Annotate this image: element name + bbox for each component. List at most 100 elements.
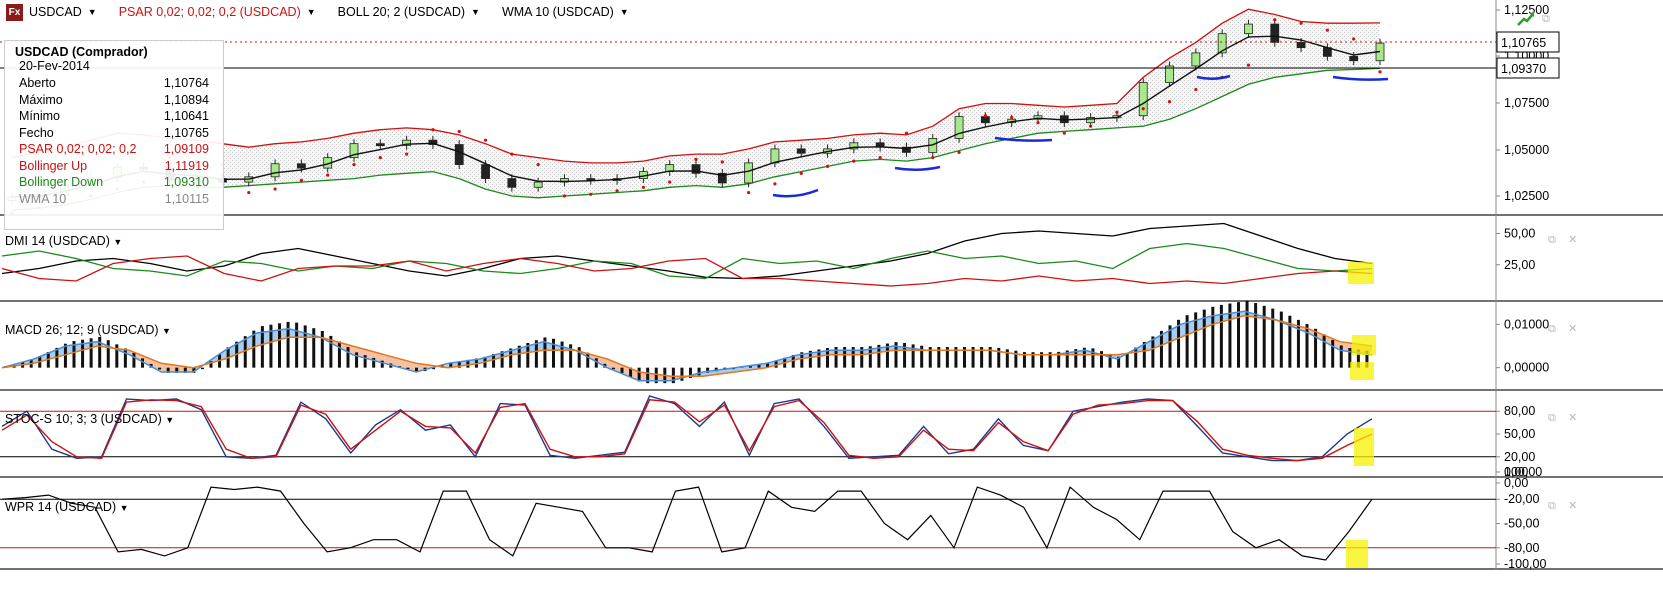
macd-histogram-bar [1074, 349, 1078, 368]
info-row: Bollinger Down 1,09310 [5, 174, 223, 191]
bearish-candle [375, 143, 385, 147]
macd-histogram-bar [843, 347, 847, 368]
indicator-wma-label: WMA 10 (USDCAD) [501, 5, 614, 19]
stoch-close-icon[interactable]: ✕ [1568, 412, 1578, 424]
macd-histogram-bar [1100, 351, 1103, 368]
wpr-panel-title[interactable]: WPR 14 (USDCAD) ▼ [5, 500, 129, 514]
info-row-value: 1,10764 [163, 76, 209, 90]
macd-histogram-bar [620, 367, 624, 374]
info-title: USDCAD (Comprador) [15, 45, 148, 59]
chevron-down-icon: ▼ [162, 326, 171, 336]
axis-label: 20,00 [1504, 450, 1535, 464]
info-row-label: Aberto [19, 76, 56, 90]
macd-histogram-bar [1339, 345, 1343, 368]
psar-dot [589, 192, 593, 196]
wpr-close-icon[interactable]: ✕ [1568, 500, 1578, 512]
macd-histogram-bar [877, 344, 881, 368]
macd-histogram-bar [166, 367, 170, 373]
info-row-label: Bollinger Up [19, 158, 88, 173]
info-row-value: 1,10115 [164, 191, 209, 206]
maximize-icon[interactable]: ⧉ [1542, 13, 1550, 25]
psar-dot [720, 160, 724, 164]
macd-histogram-bar [192, 367, 196, 373]
macd-histogram-bar [466, 359, 470, 368]
indicator-boll[interactable]: BOLL 20; 2 (USDCAD) ▼ [338, 5, 480, 19]
macd-histogram-bar [629, 367, 633, 378]
psar-dot [747, 190, 751, 195]
axis-label: 80,00 [1504, 404, 1535, 418]
macd-histogram-bar [1177, 319, 1181, 368]
macd-histogram-bar [1219, 304, 1223, 368]
trend-icon[interactable] [1516, 11, 1536, 27]
macd-fill [479, 350, 512, 364]
series-line-macd [1, 310, 1373, 382]
macd-panel-title[interactable]: MACD 26; 12; 9 (USDCAD) ▼ [5, 323, 171, 337]
info-row-label: Bollinger Down [19, 175, 104, 189]
axis-label: -50,00 [1504, 517, 1539, 531]
support-mark [894, 165, 941, 171]
dmi-maximize-icon[interactable]: ⧉ [1548, 234, 1556, 246]
psar-dot [1378, 70, 1382, 74]
bullish-candle [1086, 117, 1096, 124]
info-row-value: 1,11919 [164, 158, 209, 173]
macd-histogram-bar [200, 367, 204, 370]
macd-histogram-bar [509, 348, 513, 368]
macd-histogram-bar [286, 321, 290, 368]
macd-histogram-bar [800, 352, 804, 368]
symbol-selector[interactable]: USDCAD ▼ [29, 5, 97, 19]
macd-fill [352, 346, 385, 364]
macd-histogram-bar [1057, 351, 1061, 368]
psar-dot [457, 129, 461, 134]
macd-histogram-bar [492, 354, 496, 368]
indicator-wma[interactable]: WMA 10 (USDCAD) ▼ [502, 5, 629, 19]
macd-histogram-bar [1125, 353, 1129, 368]
psar-dot [1299, 21, 1303, 25]
indicator-psar[interactable]: PSAR 0,02; 0,02; 0,2 (USDCAD) ▼ [119, 5, 316, 19]
macd-histogram-bar [1185, 315, 1189, 368]
psar-dot [1010, 115, 1014, 120]
macd-histogram-bar [757, 364, 761, 368]
macd-histogram-bar [1082, 347, 1086, 368]
macd-histogram-bar [209, 361, 213, 368]
axis-label: 50,00 [1504, 427, 1535, 441]
macd-histogram-bar [1065, 350, 1069, 368]
macd-histogram-bar [252, 330, 256, 368]
macd-histogram-bar [671, 367, 675, 384]
macd-histogram-bar [1271, 308, 1275, 368]
dmi-title-text: DMI 14 (USDCAD) [5, 234, 110, 248]
psar-dot [536, 163, 540, 167]
macd-fill [416, 363, 449, 372]
macd-close-icon[interactable]: ✕ [1568, 323, 1578, 335]
axis-label: 0,01000 [1504, 317, 1549, 331]
psar-dot [1062, 131, 1066, 135]
macd-fill [384, 354, 417, 372]
psar-dot [799, 171, 803, 175]
dmi-close-icon[interactable]: ✕ [1568, 234, 1578, 246]
stoch-maximize-icon[interactable]: ⧉ [1548, 412, 1556, 424]
info-row: WMA 10 1,10115 [5, 191, 223, 208]
psar-dot [510, 152, 514, 156]
info-row: Fecho 1,10765 [5, 125, 223, 142]
macd-histogram-bar [98, 336, 102, 368]
support-mark [1332, 75, 1389, 81]
series-line--d [1, 399, 1373, 462]
bearish-candle [980, 116, 990, 124]
macd-histogram-bar [637, 367, 641, 382]
stoch-panel-title[interactable]: STOC-S 10; 3; 3 (USDCAD) ▼ [5, 412, 174, 426]
macd-histogram-bar [158, 367, 162, 370]
macd-histogram-bar [1228, 303, 1232, 368]
info-row-value: 1,10641 [163, 109, 209, 123]
bullish-candle [1165, 65, 1174, 83]
macd-histogram-bar [517, 345, 521, 368]
macd-histogram-bar [449, 362, 453, 368]
macd-histogram-bar [132, 352, 136, 368]
macd-maximize-icon[interactable]: ⧉ [1548, 323, 1556, 335]
psar-dot [983, 114, 987, 118]
macd-histogram-bar [774, 360, 778, 368]
price-axis-label: 1,12500 [1504, 3, 1549, 17]
dmi-panel-title[interactable]: DMI 14 (USDCAD) ▼ [5, 234, 122, 248]
wpr-maximize-icon[interactable]: ⧉ [1548, 500, 1556, 512]
macd-histogram-bar [243, 336, 247, 368]
macd-fill [1148, 324, 1181, 351]
macd-histogram-bar [380, 360, 384, 368]
